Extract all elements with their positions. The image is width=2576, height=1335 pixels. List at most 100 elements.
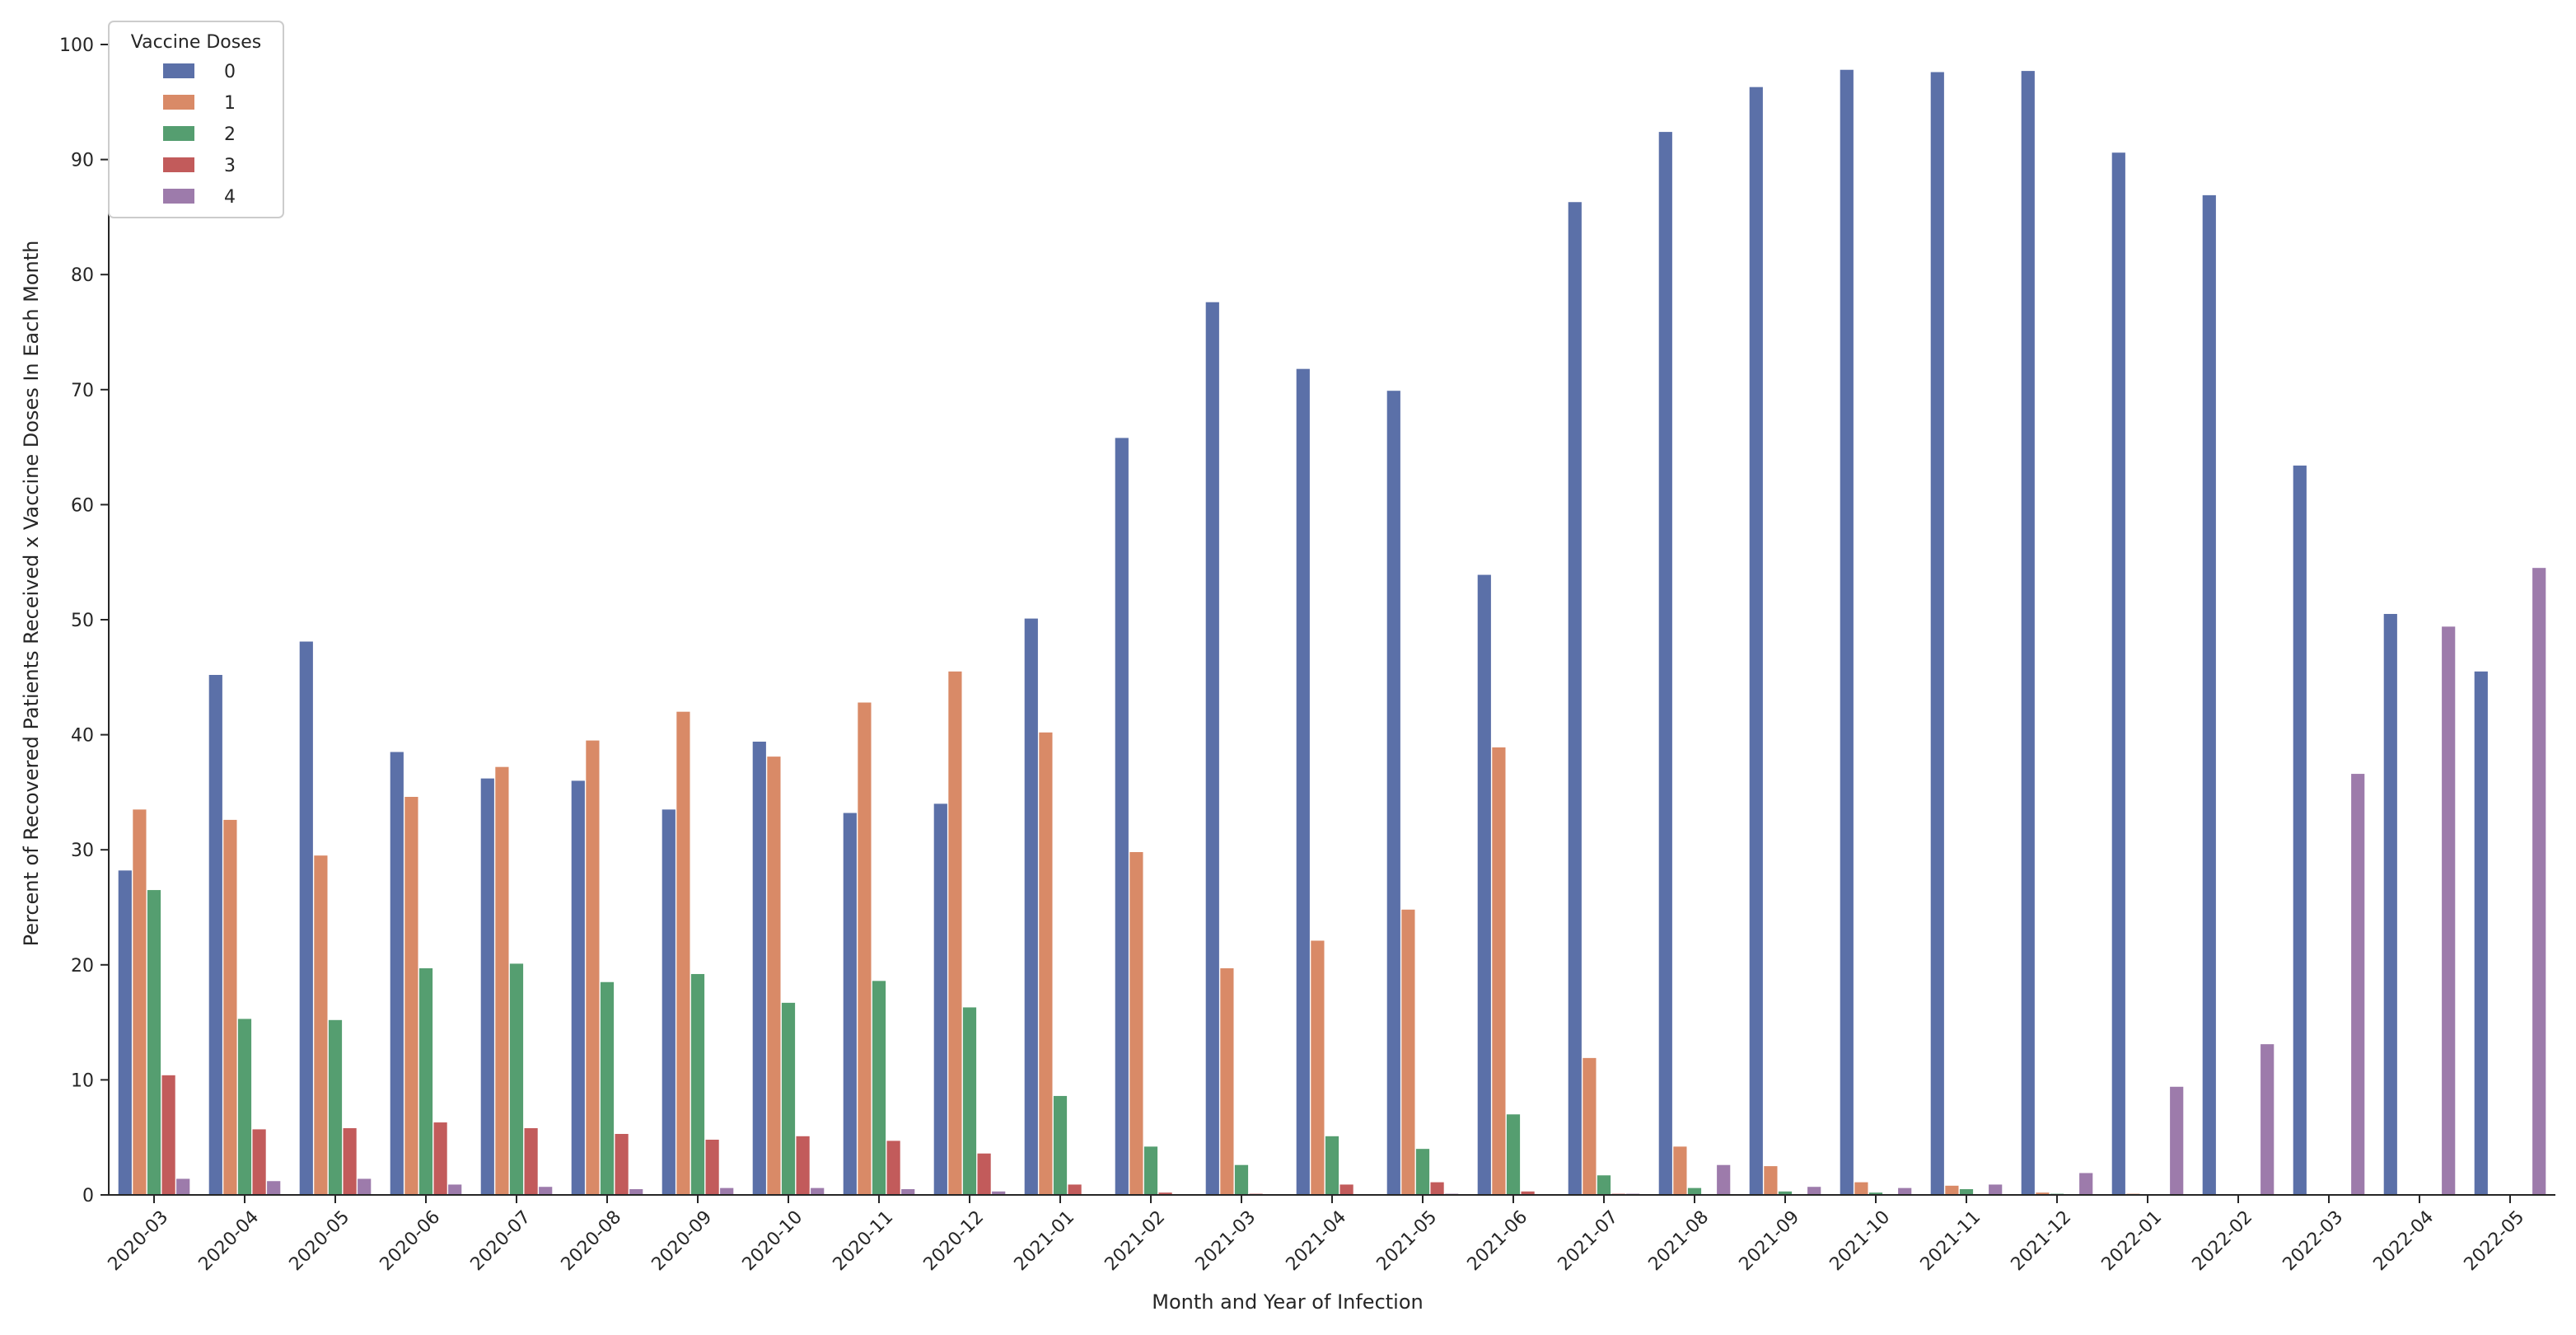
bar-2021-11-dose-0 [1930,72,1944,1195]
bar-2021-09-dose-1 [1764,1166,1778,1195]
x-tick-label-2021-04: 2021-04 [1283,1207,1351,1276]
y-tick-label-50: 50 [71,611,94,631]
bar-2021-10-dose-4 [1898,1187,1912,1195]
bar-2021-10-dose-1 [1854,1182,1868,1195]
bar-2020-04-dose-4 [267,1181,281,1195]
bar-2021-02-dose-3 [1158,1192,1172,1195]
legend-title: Vaccine Doses [131,32,261,53]
x-tick-label-2021-12: 2021-12 [2008,1207,2076,1276]
bar-2020-03-dose-0 [118,870,132,1195]
x-tick-label-2021-07: 2021-07 [1554,1207,1623,1276]
bar-2022-01-dose-4 [2170,1086,2184,1195]
bar-2020-10-dose-4 [811,1187,825,1195]
legend-swatch-dose-3 [163,157,194,172]
bar-2020-11-dose-2 [872,981,886,1195]
bar-2020-05-dose-4 [358,1178,372,1195]
bar-2020-12-dose-3 [977,1153,991,1195]
y-tick-label-40: 40 [71,726,94,747]
bar-2020-04-dose-2 [237,1019,252,1195]
bar-2021-01-dose-3 [1068,1184,1082,1195]
x-axis-title: Month and Year of Infection [1152,1290,1424,1314]
bar-2020-09-dose-0 [662,809,676,1195]
bar-2020-04-dose-1 [223,819,237,1195]
y-tick-label-20: 20 [71,956,94,977]
bar-2020-11-dose-1 [858,702,872,1195]
bar-2020-07-dose-0 [480,778,494,1195]
x-tick-label-2021-10: 2021-10 [1826,1207,1895,1276]
y-tick-label-70: 70 [71,381,94,401]
bar-2021-08-dose-2 [1687,1187,1702,1195]
bar-2021-03-dose-0 [1205,302,1219,1196]
bar-2020-08-dose-2 [600,981,615,1195]
bar-2022-03-dose-0 [2293,465,2307,1195]
bar-2021-08-dose-0 [1658,132,1672,1196]
bar-2021-07-dose-2 [1597,1175,1611,1195]
x-tick-label-2020-03: 2020-03 [105,1207,173,1276]
bar-2021-07-dose-0 [1568,202,1582,1196]
bar-2020-07-dose-2 [509,963,524,1195]
bar-2021-09-dose-4 [1807,1187,1821,1195]
bar-2021-06-dose-1 [1492,747,1506,1195]
legend-label-dose-3: 3 [224,156,236,176]
bar-2021-08-dose-4 [1717,1164,1731,1195]
bar-2020-03-dose-2 [147,890,161,1195]
bar-2020-06-dose-3 [433,1122,447,1195]
bar-2020-11-dose-3 [886,1141,900,1195]
legend-items: 0 1 2 3 4 [163,62,236,208]
axes-layer [108,41,2555,1196]
bar-2020-09-dose-1 [676,711,690,1195]
legend-label-dose-1: 1 [224,93,236,114]
bar-2021-02-dose-0 [1115,438,1129,1195]
bar-2021-06-dose-2 [1506,1114,1521,1195]
bar-2020-09-dose-2 [690,973,705,1195]
bar-2021-01-dose-2 [1053,1095,1068,1195]
x-tick-label-2022-04: 2022-04 [2370,1207,2438,1276]
bar-2021-04-dose-2 [1325,1136,1339,1195]
legend: Vaccine Doses 0 1 2 3 4 [108,21,284,218]
bar-2020-10-dose-2 [781,1002,796,1195]
legend-label-dose-4: 4 [224,187,236,208]
bar-2020-05-dose-1 [314,855,328,1195]
bar-2020-07-dose-1 [495,766,509,1195]
bar-2020-06-dose-0 [390,752,404,1195]
bar-2020-07-dose-3 [524,1128,538,1195]
bar-2021-12-dose-0 [2021,71,2035,1195]
bar-2020-05-dose-3 [343,1128,357,1195]
x-tick-label-2021-05: 2021-05 [1373,1207,1442,1276]
x-tick-label-2021-08: 2021-08 [1645,1207,1713,1276]
bar-2021-09-dose-0 [1749,87,1763,1196]
bar-2020-04-dose-3 [252,1129,266,1195]
bar-2022-05-dose-4 [2532,568,2546,1195]
x-tick-label-2021-01: 2021-01 [1011,1207,1079,1276]
legend-swatch-dose-4 [163,189,194,204]
bar-2020-03-dose-1 [133,809,147,1195]
bar-2020-08-dose-3 [615,1134,629,1195]
bar-2020-12-dose-2 [962,1007,977,1195]
x-tick-label-2022-05: 2022-05 [2461,1207,2529,1276]
bar-2021-03-dose-2 [1234,1164,1249,1195]
y-tick-label-80: 80 [71,265,94,286]
y-tick-label-30: 30 [71,841,94,861]
bar-2021-01-dose-0 [1024,618,1038,1195]
bar-2021-11-dose-4 [1989,1184,2003,1195]
x-tick-label-2020-04: 2020-04 [195,1207,264,1276]
bar-2020-12-dose-1 [948,671,962,1195]
x-tick-label-2020-11: 2020-11 [830,1207,898,1276]
x-tick-label-2021-06: 2021-06 [1464,1207,1532,1276]
bar-2020-06-dose-1 [404,796,418,1195]
bar-2022-04-dose-0 [2383,614,2397,1195]
bar-2021-04-dose-0 [1296,368,1310,1195]
x-tick-label-2022-03: 2022-03 [2279,1207,2348,1276]
bar-2020-07-dose-4 [539,1187,553,1195]
bar-2020-05-dose-0 [299,641,313,1195]
bar-2021-02-dose-2 [1143,1146,1158,1195]
bars-layer [118,69,2546,1196]
bar-2020-10-dose-3 [796,1136,810,1195]
bar-2021-03-dose-1 [1220,967,1234,1195]
bar-2021-05-dose-1 [1401,909,1415,1195]
legend-swatch-dose-1 [163,95,194,110]
bar-2021-04-dose-1 [1311,940,1325,1195]
bar-2020-06-dose-2 [418,967,433,1195]
bar-2020-04-dose-0 [208,675,222,1195]
